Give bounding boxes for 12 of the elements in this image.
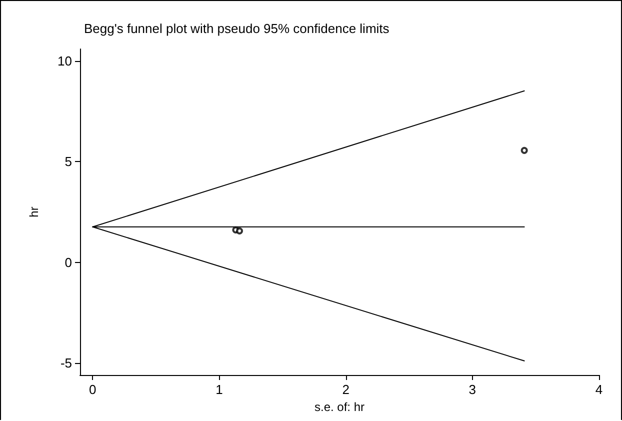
x-axis-title: s.e. of: hr	[314, 400, 365, 414]
y-tick-label: 5	[64, 154, 72, 170]
y-axis-title: hr	[27, 206, 41, 218]
y-tick-label: -5	[60, 355, 72, 370]
x-tick-label: 2	[342, 382, 350, 397]
x-tick-label: 3	[468, 382, 476, 397]
x-tick-label: 0	[89, 382, 96, 397]
chart-title: Begg's funnel plot with pseudo 95% confidence limits	[84, 21, 390, 36]
y-tick-label: 10	[58, 54, 72, 69]
x-tick-label: 4	[595, 382, 603, 397]
y-tick-label: 0	[64, 254, 72, 270]
x-tick-label: 1	[216, 382, 223, 397]
